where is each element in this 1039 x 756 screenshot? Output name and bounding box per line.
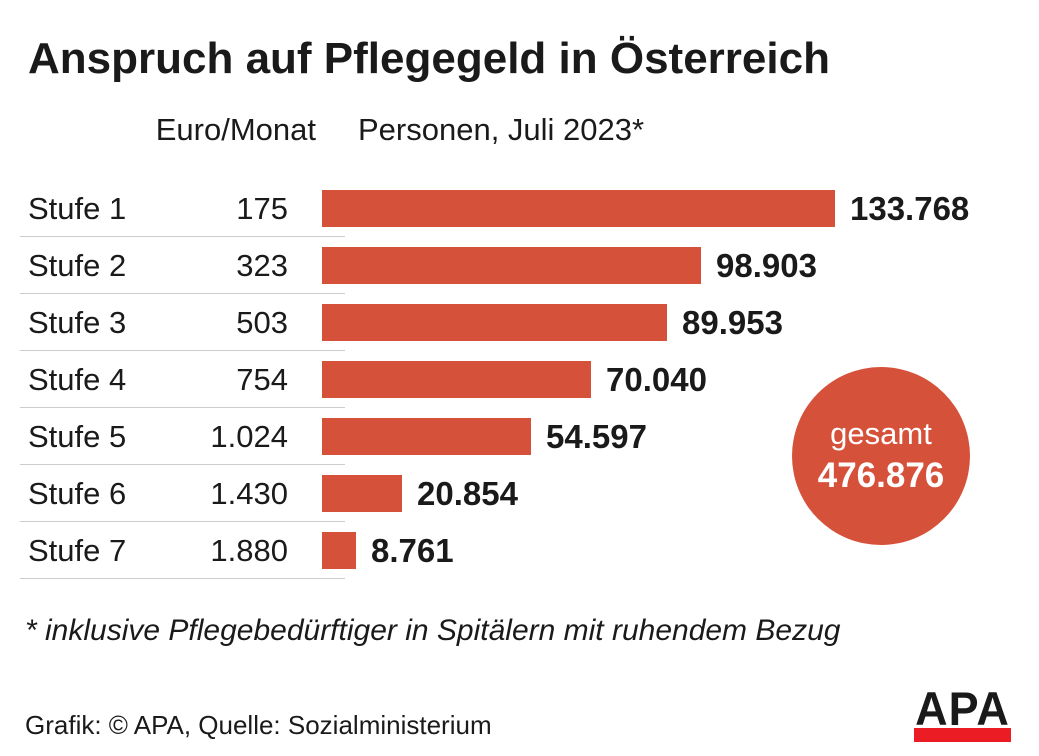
page-title: Anspruch auf Pflegegeld in Österreich [28, 34, 830, 83]
column-headers: Euro/Monat Personen, Juli 2023* [0, 112, 1039, 148]
row-label: Stufe 2 [28, 247, 127, 283]
table-row: Stufe 2 323 98.903 [0, 237, 1039, 294]
bar-value-label: 8.761 [371, 531, 454, 569]
row-euro-value: 1.880 [210, 532, 288, 568]
row-euro-value: 754 [236, 361, 288, 397]
apa-logo-text: APA [915, 681, 1010, 736]
column-header-euro: Euro/Monat [155, 112, 316, 147]
apa-logo-red-bar [914, 728, 1011, 742]
bar [322, 418, 531, 455]
bar-value-label: 133.768 [850, 189, 970, 227]
bar-area: 20.854 [322, 465, 1039, 522]
row-euro-value: 323 [236, 247, 288, 283]
bar-area: 54.597 [322, 408, 1039, 465]
bar-area: 89.953 [322, 294, 1039, 351]
row-label: Stufe 7 [28, 532, 127, 568]
apa-logo: APA [914, 681, 1011, 742]
bar [322, 190, 835, 227]
bar [322, 247, 701, 284]
row-label: Stufe 5 [28, 418, 127, 454]
bar-area: 133.768 [322, 180, 1039, 237]
table-row: Stufe 6 1.430 20.854 [0, 465, 1039, 522]
chart-rows: Stufe 1 175 133.768 Stufe 2 323 98.903 S… [0, 180, 1039, 579]
row-divider [20, 236, 345, 237]
bar-value-label: 89.953 [682, 303, 783, 341]
table-row: Stufe 4 754 70.040 [0, 351, 1039, 408]
row-euro-value: 503 [236, 304, 288, 340]
row-label: Stufe 6 [28, 475, 127, 511]
row-euro-value: 1.024 [210, 418, 288, 454]
total-label: gesamt [830, 415, 932, 451]
bar-value-label: 54.597 [546, 417, 647, 455]
bar-area: 98.903 [322, 237, 1039, 294]
total-value: 476.876 [817, 455, 945, 495]
table-row: Stufe 7 1.880 8.761 [0, 522, 1039, 579]
row-label: Stufe 4 [28, 361, 127, 397]
bar-value-label: 70.040 [606, 360, 707, 398]
row-divider [20, 293, 345, 294]
bar [322, 475, 402, 512]
row-label: Stufe 1 [28, 190, 127, 226]
column-header-personen: Personen, Juli 2023* [358, 112, 645, 147]
table-row: Stufe 5 1.024 54.597 [0, 408, 1039, 465]
row-divider [20, 464, 345, 465]
row-euro-value: 1.430 [210, 475, 288, 511]
table-row: Stufe 3 503 89.953 [0, 294, 1039, 351]
row-euro-value: 175 [236, 190, 288, 226]
bar-area: 70.040 [322, 351, 1039, 408]
row-divider [20, 521, 345, 522]
bar-area: 8.761 [322, 522, 1039, 579]
row-divider [20, 407, 345, 408]
bar [322, 361, 591, 398]
row-divider [20, 578, 345, 579]
footnote: * inklusive Pflegebedürftiger in Spitäle… [25, 614, 841, 647]
bar [322, 532, 356, 569]
row-divider [20, 350, 345, 351]
total-circle: gesamt 476.876 [792, 367, 970, 545]
row-label: Stufe 3 [28, 304, 127, 340]
table-row: Stufe 1 175 133.768 [0, 180, 1039, 237]
credit-line: Grafik: © APA, Quelle: Sozialministerium [25, 710, 492, 740]
bar-value-label: 98.903 [716, 246, 817, 284]
bar [322, 304, 667, 341]
bar-value-label: 20.854 [417, 474, 518, 512]
